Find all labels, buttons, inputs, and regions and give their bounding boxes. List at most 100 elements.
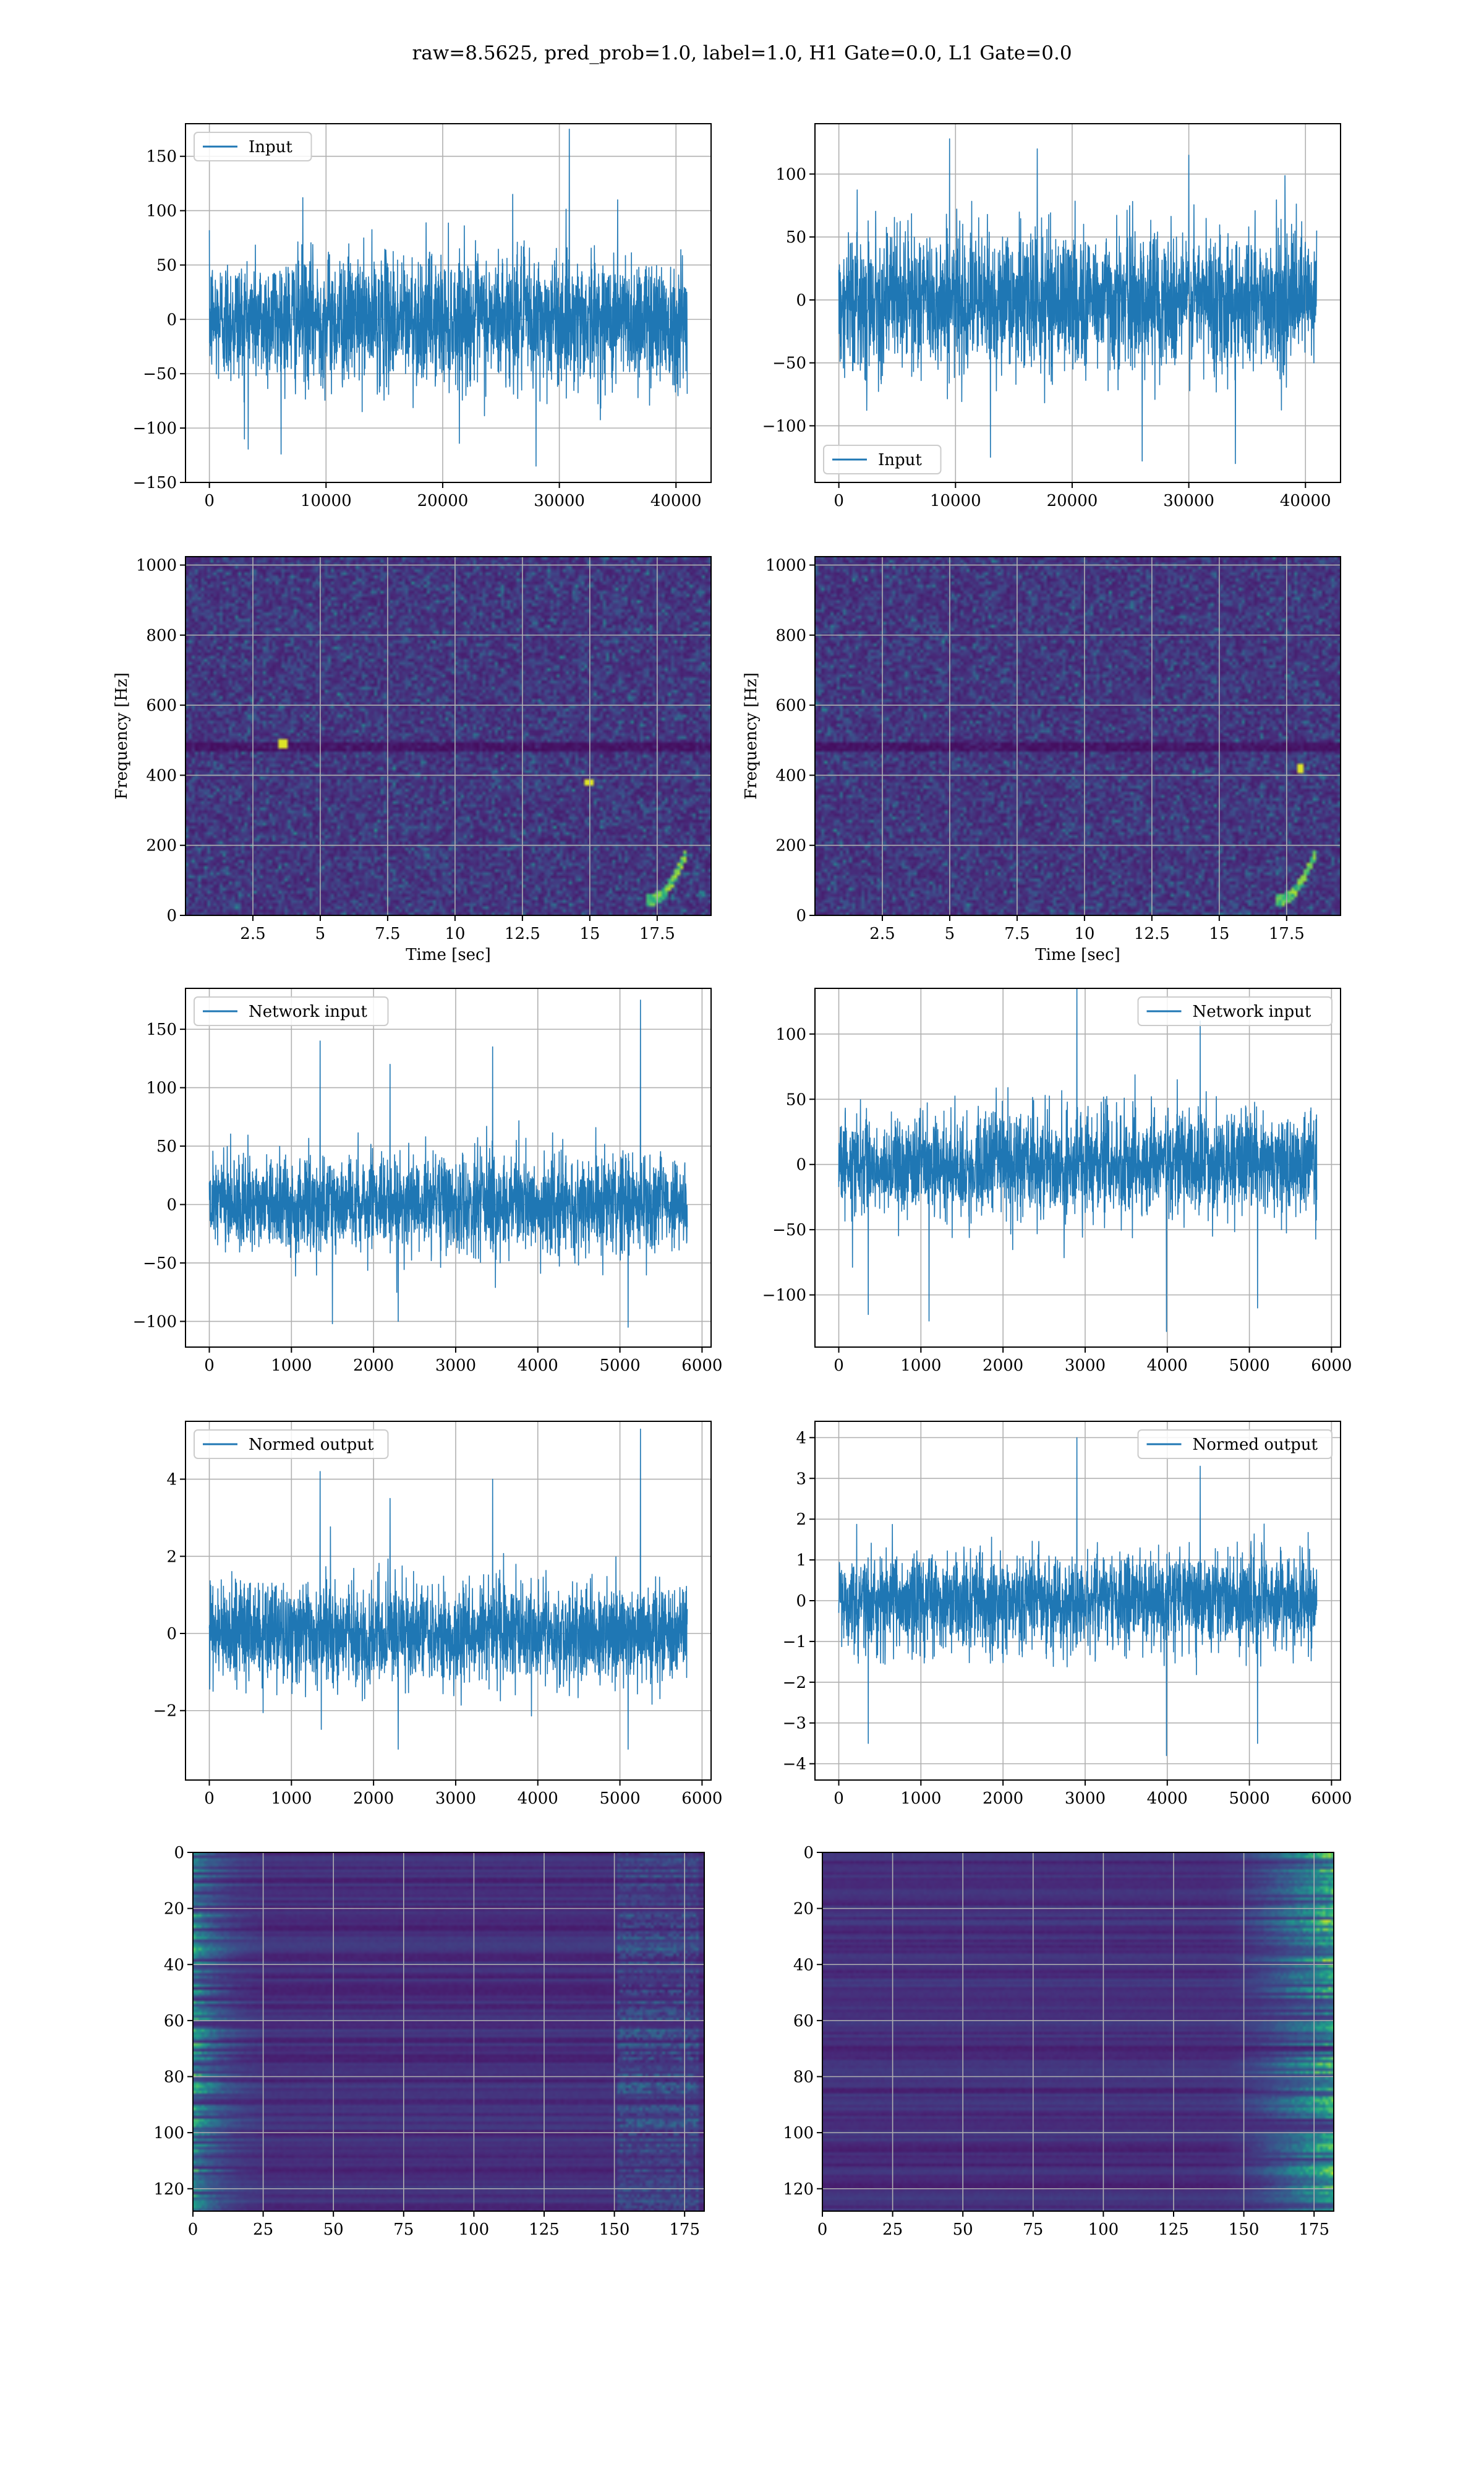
l1-spectrogram-xlabel: Time [sec]	[1035, 946, 1120, 964]
h1-feature-map-ytick-label-6: 120	[153, 2180, 184, 2199]
l1-spectrogram-chart: 2.5 5 7.5 10 12.5 15 17.5 0 200 400 600 800 1000 Time…	[742, 556, 1341, 964]
l1-normed-output-xtick-label-4: 4000	[1147, 1789, 1188, 1808]
l1-feature-map-xtick-label-1: 25	[882, 2220, 903, 2239]
h1-normed-output-xtick-label-2: 2000	[353, 1789, 394, 1808]
h1-feature-map-xtick-label-7: 175	[669, 2220, 700, 2239]
h1-normed-output-legend-box	[194, 1429, 389, 1459]
h1-feature-map-ytick-label-3: 60	[164, 2012, 184, 2031]
l1-feature-map-xtick-label-0: 0	[817, 2220, 828, 2239]
h1-spectrogram-xtick-label-2: 7.5	[375, 925, 400, 943]
l1-feature-map-chart: 0 25 50 75 100 125 150 175 0 20 40 60 80 100 120	[783, 1844, 1334, 2239]
h1-spectrogram-xtick-label-0: 2.5	[240, 925, 265, 943]
h1-normed-output-chart: 0 1000 2000 3000 4000 5000 6000 −2 0 2 4 Normed out…	[153, 1421, 722, 1808]
h1-network-input-series-line	[208, 999, 688, 1328]
l1-normed-output-xtick-label-6: 6000	[1311, 1789, 1352, 1808]
l1-normed-output-ytick-label-0: −4	[783, 1755, 806, 1774]
h1-feature-map-xtick-label-2: 50	[323, 2220, 344, 2239]
h1-input-xtick-label-4: 40000	[650, 492, 702, 510]
l1-network-input-xtick-label-0: 0	[834, 1356, 844, 1375]
l1-spectrogram-ytick-label-0: 0	[796, 907, 806, 925]
h1-feature-map-xtick-label-1: 25	[253, 2220, 273, 2239]
h1-network-input-legend-box	[194, 996, 389, 1026]
h1-feature-map-xtick-label-6: 150	[599, 2220, 630, 2239]
l1-network-input-ytick-label-0: −100	[762, 1286, 806, 1305]
h1-feature-map-xtick-label-5: 125	[529, 2220, 560, 2239]
h1-spectrogram-ytick-label-3: 600	[146, 696, 177, 715]
l1-input-series-line	[838, 138, 1318, 464]
h1-feature-map-ytick-label-0: 0	[174, 1844, 184, 1862]
h1-feature-map-ytick-label-2: 40	[164, 1956, 184, 1974]
l1-normed-output-ytick-label-5: 1	[796, 1551, 806, 1570]
l1-spectrogram-ytick-label-4: 800	[775, 627, 806, 645]
h1-input-frame	[185, 123, 712, 483]
l1-network-input-legend: Network input	[1137, 996, 1333, 1026]
h1-spectrogram-ylabel: Frequency [Hz]	[113, 672, 131, 800]
h1-normed-output-frame	[185, 1421, 712, 1781]
l1-network-input-xtick-label-5: 5000	[1229, 1356, 1269, 1375]
figure-title: raw=8.5625, pred_prob=1.0, label=1.0, H1…	[412, 42, 1072, 64]
l1-feature-map-frame	[822, 1852, 1334, 2212]
l1-input-ytick-label-1: −50	[772, 354, 806, 373]
l1-spectrogram-frame	[814, 556, 1341, 916]
h1-spectrogram-ytick-label-4: 800	[146, 627, 177, 645]
l1-input-xtick-label-2: 20000	[1047, 492, 1098, 510]
h1-network-input-ytick-label-2: 0	[166, 1196, 177, 1215]
l1-feature-map-ytick-label-4: 80	[793, 2068, 814, 2087]
h1-feature-map-frame	[192, 1852, 705, 2212]
l1-spectrogram-xtick-label-6: 17.5	[1269, 925, 1305, 943]
l1-spectrogram-ylabel: Frequency [Hz]	[742, 672, 761, 800]
l1-feature-map-xtick-label-7: 175	[1298, 2220, 1329, 2239]
l1-spectrogram-heatmap-image	[815, 557, 1341, 915]
l1-network-input-chart: 0 1000 2000 3000 4000 5000 6000 −100 −50 0 50 100 Ne…	[762, 988, 1352, 1375]
l1-feature-map-ytick-label-2: 40	[793, 1956, 814, 1974]
l1-normed-output-chart: 0 1000 2000 3000 4000 5000 6000 −4 −3 −2 −1 0 1 2 3 4 No…	[783, 1421, 1352, 1808]
h1-network-input-xtick-label-0: 0	[204, 1356, 215, 1375]
l1-input-legend-label: Input	[878, 451, 922, 469]
l1-network-input-xtick-label-2: 2000	[983, 1356, 1023, 1375]
l1-feature-map-ytick-label-3: 60	[793, 2012, 814, 2031]
h1-spectrogram-ytick-label-1: 200	[146, 837, 177, 855]
h1-normed-output-xtick-label-0: 0	[204, 1789, 215, 1808]
h1-network-input-ytick-label-4: 100	[146, 1079, 177, 1098]
h1-feature-map-ytick-label-1: 20	[164, 1900, 184, 1919]
l1-network-input-ytick-label-4: 100	[775, 1025, 806, 1044]
l1-feature-map-ytick-label-0: 0	[803, 1844, 814, 1862]
h1-feature-map-ytick-label-5: 100	[153, 2124, 184, 2142]
h1-network-input-ytick-label-5: 150	[146, 1021, 177, 1039]
l1-input-ytick-label-2: 0	[796, 291, 806, 310]
l1-network-input-frame	[814, 988, 1341, 1348]
l1-normed-output-ytick-label-7: 3	[796, 1470, 806, 1488]
l1-normed-output-xtick-label-5: 5000	[1229, 1789, 1269, 1808]
h1-feature-map-xtick-label-3: 75	[393, 2220, 414, 2239]
h1-input-ytick-label-2: −50	[143, 365, 177, 383]
h1-feature-map-xtick-label-0: 0	[188, 2220, 198, 2239]
l1-spectrogram-xtick-label-1: 5	[945, 925, 955, 943]
h1-input-xtick-label-3: 30000	[534, 492, 585, 510]
h1-network-input-frame	[185, 988, 712, 1348]
h1-input-xtick-label-0: 0	[204, 492, 215, 510]
h1-network-input-xtick-label-2: 2000	[353, 1356, 394, 1375]
l1-normed-output-legend-box	[1137, 1429, 1333, 1459]
l1-feature-map-ytick-label-1: 20	[793, 1900, 814, 1919]
h1-normed-output-xtick-label-3: 3000	[435, 1789, 476, 1808]
h1-network-input-xtick-label-4: 4000	[518, 1356, 558, 1375]
h1-network-input-ytick-label-1: −50	[143, 1254, 177, 1273]
h1-network-input-xtick-label-6: 6000	[681, 1356, 722, 1375]
l1-input-xtick-label-3: 30000	[1163, 492, 1214, 510]
l1-normed-output-legend-label: Normed output	[1193, 1436, 1318, 1454]
l1-network-input-ytick-label-3: 50	[786, 1090, 806, 1109]
h1-feature-map-heatmap-image	[193, 1852, 704, 2211]
l1-input-ytick-label-4: 100	[775, 165, 806, 184]
l1-input-legend-box	[823, 445, 942, 474]
l1-normed-output-series-line	[838, 1437, 1318, 1757]
h1-input-ytick-label-0: −150	[133, 474, 177, 492]
h1-normed-output-series-line	[208, 1428, 688, 1750]
l1-normed-output-ytick-label-6: 2	[796, 1510, 806, 1529]
h1-network-input-chart: 0 1000 2000 3000 4000 5000 6000 −100 −50 0 50 100 15…	[133, 988, 722, 1375]
h1-network-input-legend: Network input	[194, 996, 389, 1026]
h1-feature-map-xtick-label-4: 100	[459, 2220, 490, 2239]
h1-normed-output-legend: Normed output	[194, 1429, 389, 1459]
l1-input-ytick-label-3: 50	[786, 228, 806, 247]
h1-normed-output-xtick-label-5: 5000	[599, 1789, 640, 1808]
